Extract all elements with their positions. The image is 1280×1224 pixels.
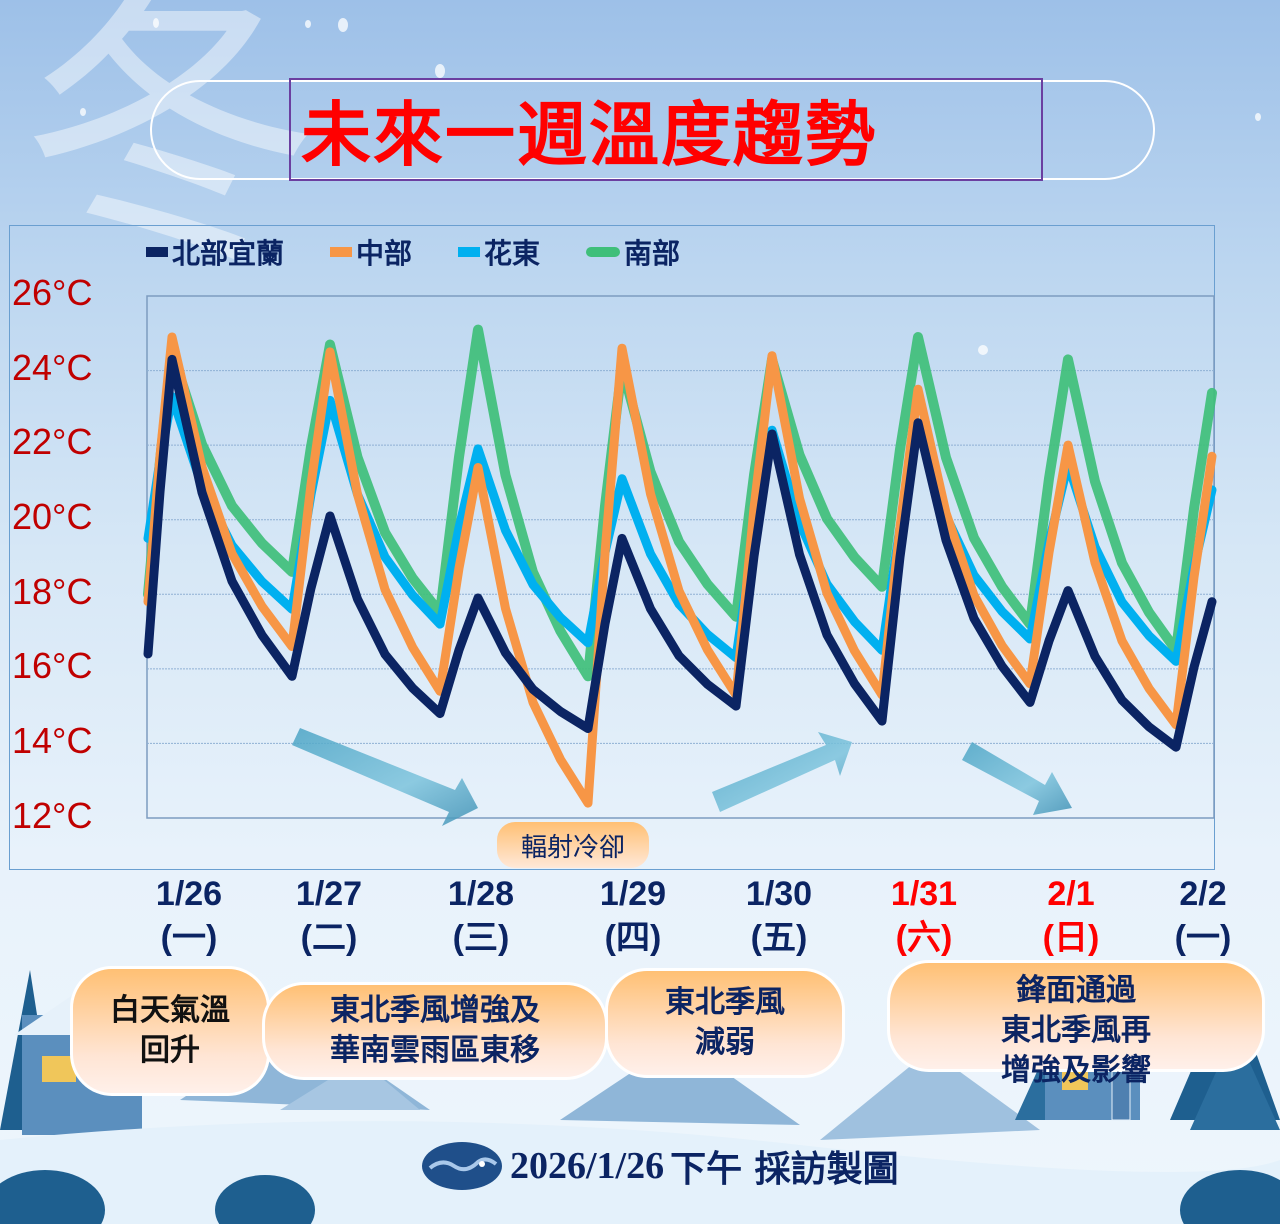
bush [1180,1170,1280,1224]
note-bubble-1: 白天氣溫 回升 [70,966,270,1096]
date-label-weekend: 1/31 (六) [890,875,958,957]
y-tick: 26°C [12,272,93,313]
note-bubble-4: 鋒面通過 東北季風再 增強及影響 [887,960,1265,1088]
footer-date: 2026/1/26 [510,1145,665,1187]
snowflake [338,18,348,32]
legend-item-south: 南部 [586,232,680,272]
y-tick: 20°C [12,496,93,537]
legend-item-north: 北部宜蘭 [146,232,284,272]
date-label: 1/26 (一) [155,875,223,957]
bush [0,1170,105,1224]
legend-item-central: 中部 [330,232,412,272]
snowflake [435,64,445,78]
house-window [1062,1072,1088,1090]
legend: 北部宜蘭 中部 花東 南部 [146,232,680,272]
y-tick: 18°C [12,571,93,612]
mountain [280,1060,420,1110]
date-label: 2/2 (一) [1174,875,1232,957]
trend-arrow-up [712,732,852,812]
y-tick: 24°C [12,347,93,388]
house-round-window [54,1060,66,1072]
bush [215,1175,315,1224]
footer: 2026/1/26 下午 採訪製圖 [420,1140,899,1192]
y-tick: 16°C [12,645,93,686]
footer-credit: 下午 採訪製圖 [670,1149,899,1190]
mountain [820,1050,1040,1140]
date-label: 1/30 (五) [745,875,813,957]
legend-label: 花東 [484,237,541,270]
y-tick: 22°C [12,421,93,462]
trend-arrow-down [962,742,1072,815]
date-label-weekend: 2/1 (日) [1042,875,1100,957]
legend-item-east: 花東 [458,232,540,272]
snowflake [153,18,159,28]
y-tick: 12°C [12,795,93,836]
series-line-north [143,354,1217,752]
date-label: 1/27 (二) [295,875,363,957]
title-box: 未來一週溫度趨勢 [289,78,1043,181]
legend-swatch-central [330,247,353,257]
note-bubble-3: 東北季風 減弱 [605,968,845,1078]
trend-arrow-down [292,728,478,826]
series-layer [143,324,1217,808]
pine-tree [1190,1030,1280,1130]
note-bubble-2: 東北季風增強及 華南雲雨區東移 [262,982,608,1080]
legend-label: 中部 [356,237,413,270]
snowflake [80,108,86,116]
date-label: 1/28 (三) [447,875,515,957]
legend-swatch-east [458,247,481,257]
date-label: 1/29 (四) [599,875,667,957]
snowflake [305,20,311,28]
snowflake [978,345,988,355]
radiative-cooling-label: 輻射冷卻 [497,822,649,868]
series-line-central [143,332,1217,808]
cwa-logo-icon [422,1142,502,1190]
y-tick: 14°C [12,720,93,761]
legend-swatch-south [586,247,621,257]
mountain [560,1040,800,1125]
legend-label: 北部宜蘭 [172,237,285,270]
legend-swatch-north [146,247,168,257]
snowflake [1255,113,1261,121]
snow-ground [0,1121,1280,1224]
legend-label: 南部 [624,237,681,270]
page-title: 未來一週溫度趨勢 [301,94,877,176]
